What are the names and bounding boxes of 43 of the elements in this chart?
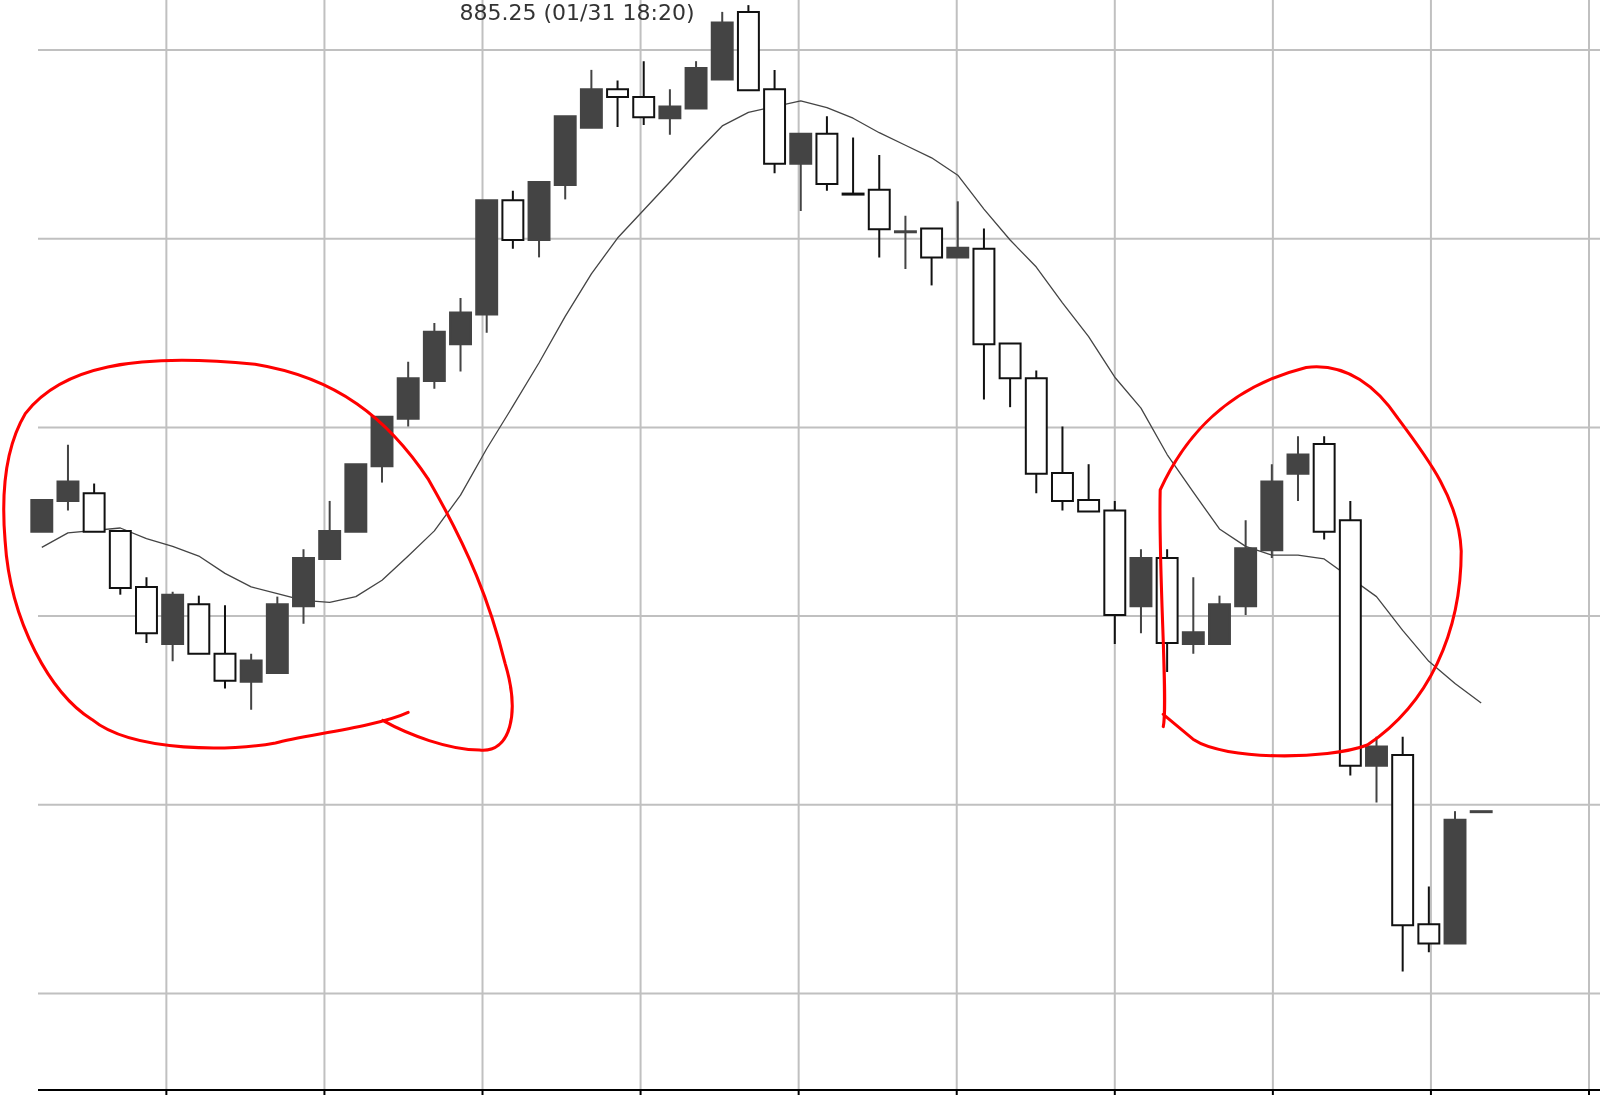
candlestick <box>422 322 446 390</box>
candlestick <box>1050 425 1074 512</box>
candlestick <box>815 115 839 192</box>
annotation: 885.25 (01/31 18:20) <box>459 0 695 26</box>
candlestick <box>972 227 996 401</box>
candlestick <box>632 60 656 126</box>
candlestick <box>1181 576 1205 655</box>
candlestick <box>396 360 420 428</box>
candlestick <box>920 227 944 287</box>
candlestick <box>1260 463 1284 559</box>
candlestick <box>1312 435 1336 541</box>
candlestick <box>1077 463 1101 513</box>
candlestick <box>239 652 263 711</box>
candlestick <box>56 443 80 512</box>
candlestick <box>789 132 813 212</box>
candlestick <box>449 296 472 373</box>
candlestick <box>318 499 342 560</box>
candlestick <box>998 342 1022 409</box>
candlestick <box>1286 435 1310 502</box>
candlestick <box>1391 735 1415 973</box>
candlestick <box>553 115 577 201</box>
candlestick <box>161 590 185 663</box>
candlestick <box>292 548 315 625</box>
candlestick <box>527 180 551 259</box>
candlestick <box>867 153 891 259</box>
candlestick <box>658 88 682 136</box>
candlestick <box>710 10 734 81</box>
candlestick <box>1417 885 1441 954</box>
candlestick <box>841 136 865 196</box>
candlestick <box>1234 519 1258 616</box>
candlestick <box>763 68 787 175</box>
candlestick <box>946 200 970 259</box>
candlestick <box>213 604 237 690</box>
candlestick <box>1443 810 1467 945</box>
candlestick <box>501 189 525 250</box>
candlestick <box>579 68 603 129</box>
candlestick <box>1103 499 1127 645</box>
candlestick <box>1024 369 1048 495</box>
candlestick <box>893 214 917 270</box>
candlestick <box>1338 499 1362 777</box>
candlestick <box>1129 548 1153 635</box>
candlestick <box>135 576 158 644</box>
candlestick <box>606 79 630 128</box>
